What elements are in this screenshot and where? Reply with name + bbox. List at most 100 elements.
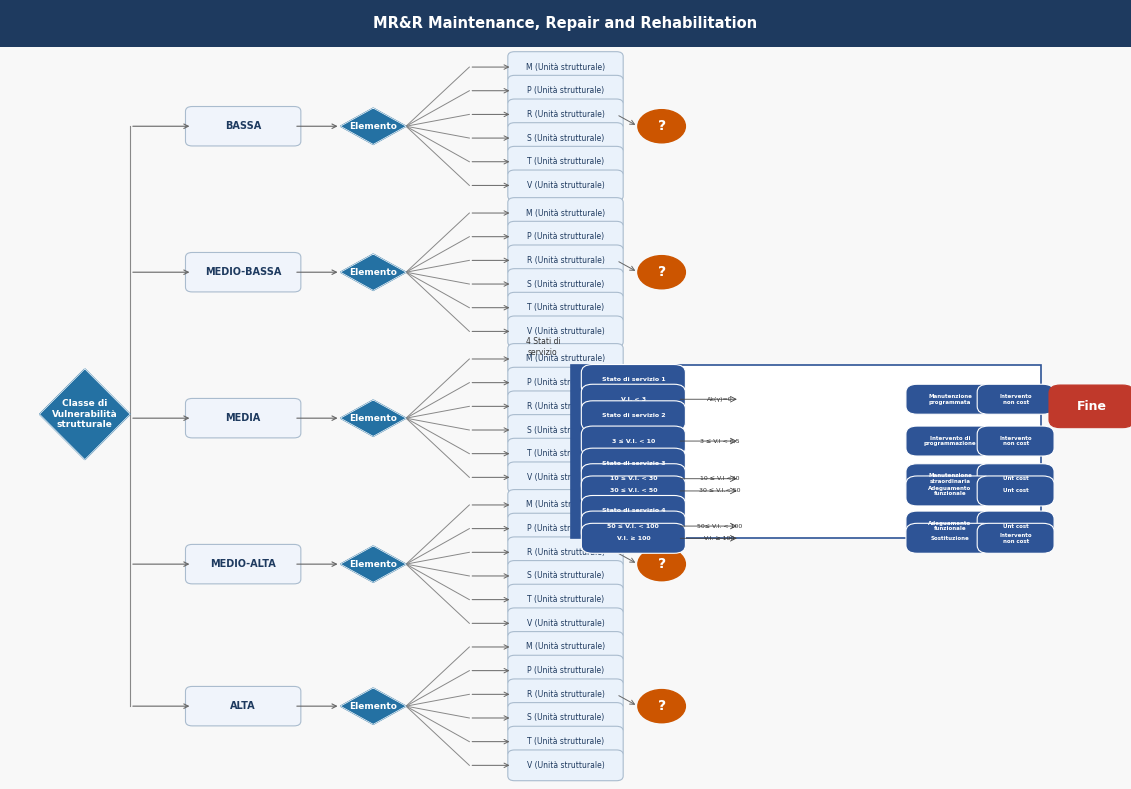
Text: MR&R Maintenance, Repair and Rehabilitation: MR&R Maintenance, Repair and Rehabilitat… — [373, 16, 758, 32]
Text: Manutenzione
programmata: Manutenzione programmata — [929, 394, 972, 405]
FancyBboxPatch shape — [508, 608, 623, 639]
Text: Elemento: Elemento — [349, 122, 397, 131]
Text: P (Unità strutturale): P (Unità strutturale) — [527, 86, 604, 95]
FancyBboxPatch shape — [508, 99, 623, 129]
FancyBboxPatch shape — [508, 198, 623, 229]
Text: Fine: Fine — [1077, 400, 1106, 413]
Text: ?: ? — [657, 557, 666, 571]
Text: M (Unità strutturale): M (Unità strutturale) — [526, 354, 605, 364]
Text: V.I. < 3: V.I. < 3 — [621, 397, 646, 402]
Text: V.I. ≥ 100: V.I. ≥ 100 — [705, 536, 734, 540]
Text: P (Unità strutturale): P (Unità strutturale) — [527, 232, 604, 241]
FancyBboxPatch shape — [185, 252, 301, 292]
Text: 30 ≤ V.I.< 50: 30 ≤ V.I.< 50 — [699, 488, 740, 493]
FancyBboxPatch shape — [906, 523, 994, 553]
Text: S (Unità strutturale): S (Unità strutturale) — [527, 425, 604, 435]
FancyBboxPatch shape — [977, 384, 1054, 414]
Text: M (Unità strutturale): M (Unità strutturale) — [526, 500, 605, 510]
FancyBboxPatch shape — [508, 147, 623, 178]
Polygon shape — [40, 369, 130, 459]
FancyBboxPatch shape — [508, 655, 623, 686]
Text: 50≤ V.I. < 100: 50≤ V.I. < 100 — [697, 524, 742, 529]
FancyBboxPatch shape — [508, 631, 623, 663]
Text: V (Unità strutturale): V (Unità strutturale) — [527, 327, 604, 336]
Text: T (Unità strutturale): T (Unità strutturale) — [527, 449, 604, 458]
FancyBboxPatch shape — [977, 476, 1054, 506]
Text: ALTA: ALTA — [231, 701, 256, 711]
Text: R (Unità strutturale): R (Unità strutturale) — [527, 110, 604, 119]
Text: V.I. ≥ 100: V.I. ≥ 100 — [616, 536, 650, 540]
FancyBboxPatch shape — [508, 292, 623, 323]
Text: Sostituzione: Sostituzione — [931, 536, 969, 540]
FancyBboxPatch shape — [508, 344, 623, 375]
Text: Elemento: Elemento — [349, 701, 397, 711]
FancyBboxPatch shape — [571, 365, 1041, 538]
Text: Unt cost: Unt cost — [1003, 488, 1028, 493]
Text: Manutenzione
straordinaria: Manutenzione straordinaria — [929, 473, 972, 484]
FancyBboxPatch shape — [508, 561, 623, 592]
FancyBboxPatch shape — [581, 426, 685, 456]
Polygon shape — [340, 546, 406, 582]
FancyBboxPatch shape — [508, 75, 623, 107]
Text: R (Unità strutturale): R (Unità strutturale) — [527, 256, 604, 265]
Text: 10 ≤ V.I. < 30: 10 ≤ V.I. < 30 — [610, 477, 657, 481]
Text: Unt cost: Unt cost — [1003, 524, 1028, 529]
Text: Unt cost: Unt cost — [1003, 477, 1028, 481]
FancyBboxPatch shape — [508, 679, 623, 710]
Text: 4 Stati di
servizio: 4 Stati di servizio — [526, 337, 560, 357]
Polygon shape — [340, 400, 406, 436]
Text: Adeguamento
funzionale: Adeguamento funzionale — [929, 485, 972, 496]
Text: Stato di servizio 4: Stato di servizio 4 — [602, 508, 665, 513]
FancyBboxPatch shape — [977, 426, 1054, 456]
FancyBboxPatch shape — [571, 365, 586, 538]
FancyBboxPatch shape — [508, 52, 623, 83]
Text: ?: ? — [657, 119, 666, 133]
FancyBboxPatch shape — [581, 448, 685, 478]
Text: T (Unità strutturale): T (Unità strutturale) — [527, 157, 604, 166]
FancyBboxPatch shape — [906, 476, 994, 506]
Text: S (Unità strutturale): S (Unità strutturale) — [527, 279, 604, 289]
Text: Stato di servizio 2: Stato di servizio 2 — [602, 413, 665, 418]
Text: T (Unità strutturale): T (Unità strutturale) — [527, 737, 604, 746]
FancyBboxPatch shape — [906, 511, 994, 541]
Text: 10 ≤ V.I <30: 10 ≤ V.I <30 — [700, 477, 739, 481]
FancyBboxPatch shape — [581, 401, 685, 431]
FancyBboxPatch shape — [508, 391, 623, 421]
FancyBboxPatch shape — [508, 316, 623, 346]
Text: Intervento di
programmazione: Intervento di programmazione — [924, 436, 976, 447]
Text: Elemento: Elemento — [349, 267, 397, 277]
FancyBboxPatch shape — [508, 367, 623, 398]
Text: Intervento
non cost: Intervento non cost — [1000, 533, 1031, 544]
Text: P (Unità strutturale): P (Unità strutturale) — [527, 378, 604, 387]
FancyBboxPatch shape — [581, 523, 685, 553]
Text: V (Unità strutturale): V (Unità strutturale) — [527, 181, 604, 190]
FancyBboxPatch shape — [185, 544, 301, 584]
Text: V (Unità strutturale): V (Unità strutturale) — [527, 619, 604, 628]
FancyBboxPatch shape — [508, 170, 623, 200]
Text: ?: ? — [657, 699, 666, 713]
FancyBboxPatch shape — [581, 365, 685, 394]
Text: MEDIO-BASSA: MEDIO-BASSA — [205, 267, 282, 277]
FancyBboxPatch shape — [508, 750, 623, 781]
Text: Intervento
non cost: Intervento non cost — [1000, 394, 1031, 405]
Circle shape — [638, 256, 685, 289]
FancyBboxPatch shape — [185, 398, 301, 438]
Text: 3 ≤ V.I. < 10: 3 ≤ V.I. < 10 — [612, 439, 655, 443]
Text: Elemento: Elemento — [349, 559, 397, 569]
FancyBboxPatch shape — [581, 495, 685, 525]
FancyBboxPatch shape — [508, 268, 623, 299]
FancyBboxPatch shape — [508, 537, 623, 568]
Text: S (Unità strutturale): S (Unità strutturale) — [527, 713, 604, 723]
Polygon shape — [340, 254, 406, 290]
FancyBboxPatch shape — [508, 439, 623, 469]
Text: Stato di servizio 1: Stato di servizio 1 — [602, 377, 665, 382]
Text: M (Unità strutturale): M (Unità strutturale) — [526, 208, 605, 218]
FancyBboxPatch shape — [581, 384, 685, 414]
FancyBboxPatch shape — [581, 476, 685, 506]
Text: Stato di servizio 3: Stato di servizio 3 — [602, 461, 665, 466]
FancyBboxPatch shape — [508, 489, 623, 521]
Circle shape — [638, 690, 685, 723]
FancyBboxPatch shape — [977, 523, 1054, 553]
FancyBboxPatch shape — [508, 703, 623, 734]
Text: V (Unità strutturale): V (Unità strutturale) — [527, 473, 604, 482]
